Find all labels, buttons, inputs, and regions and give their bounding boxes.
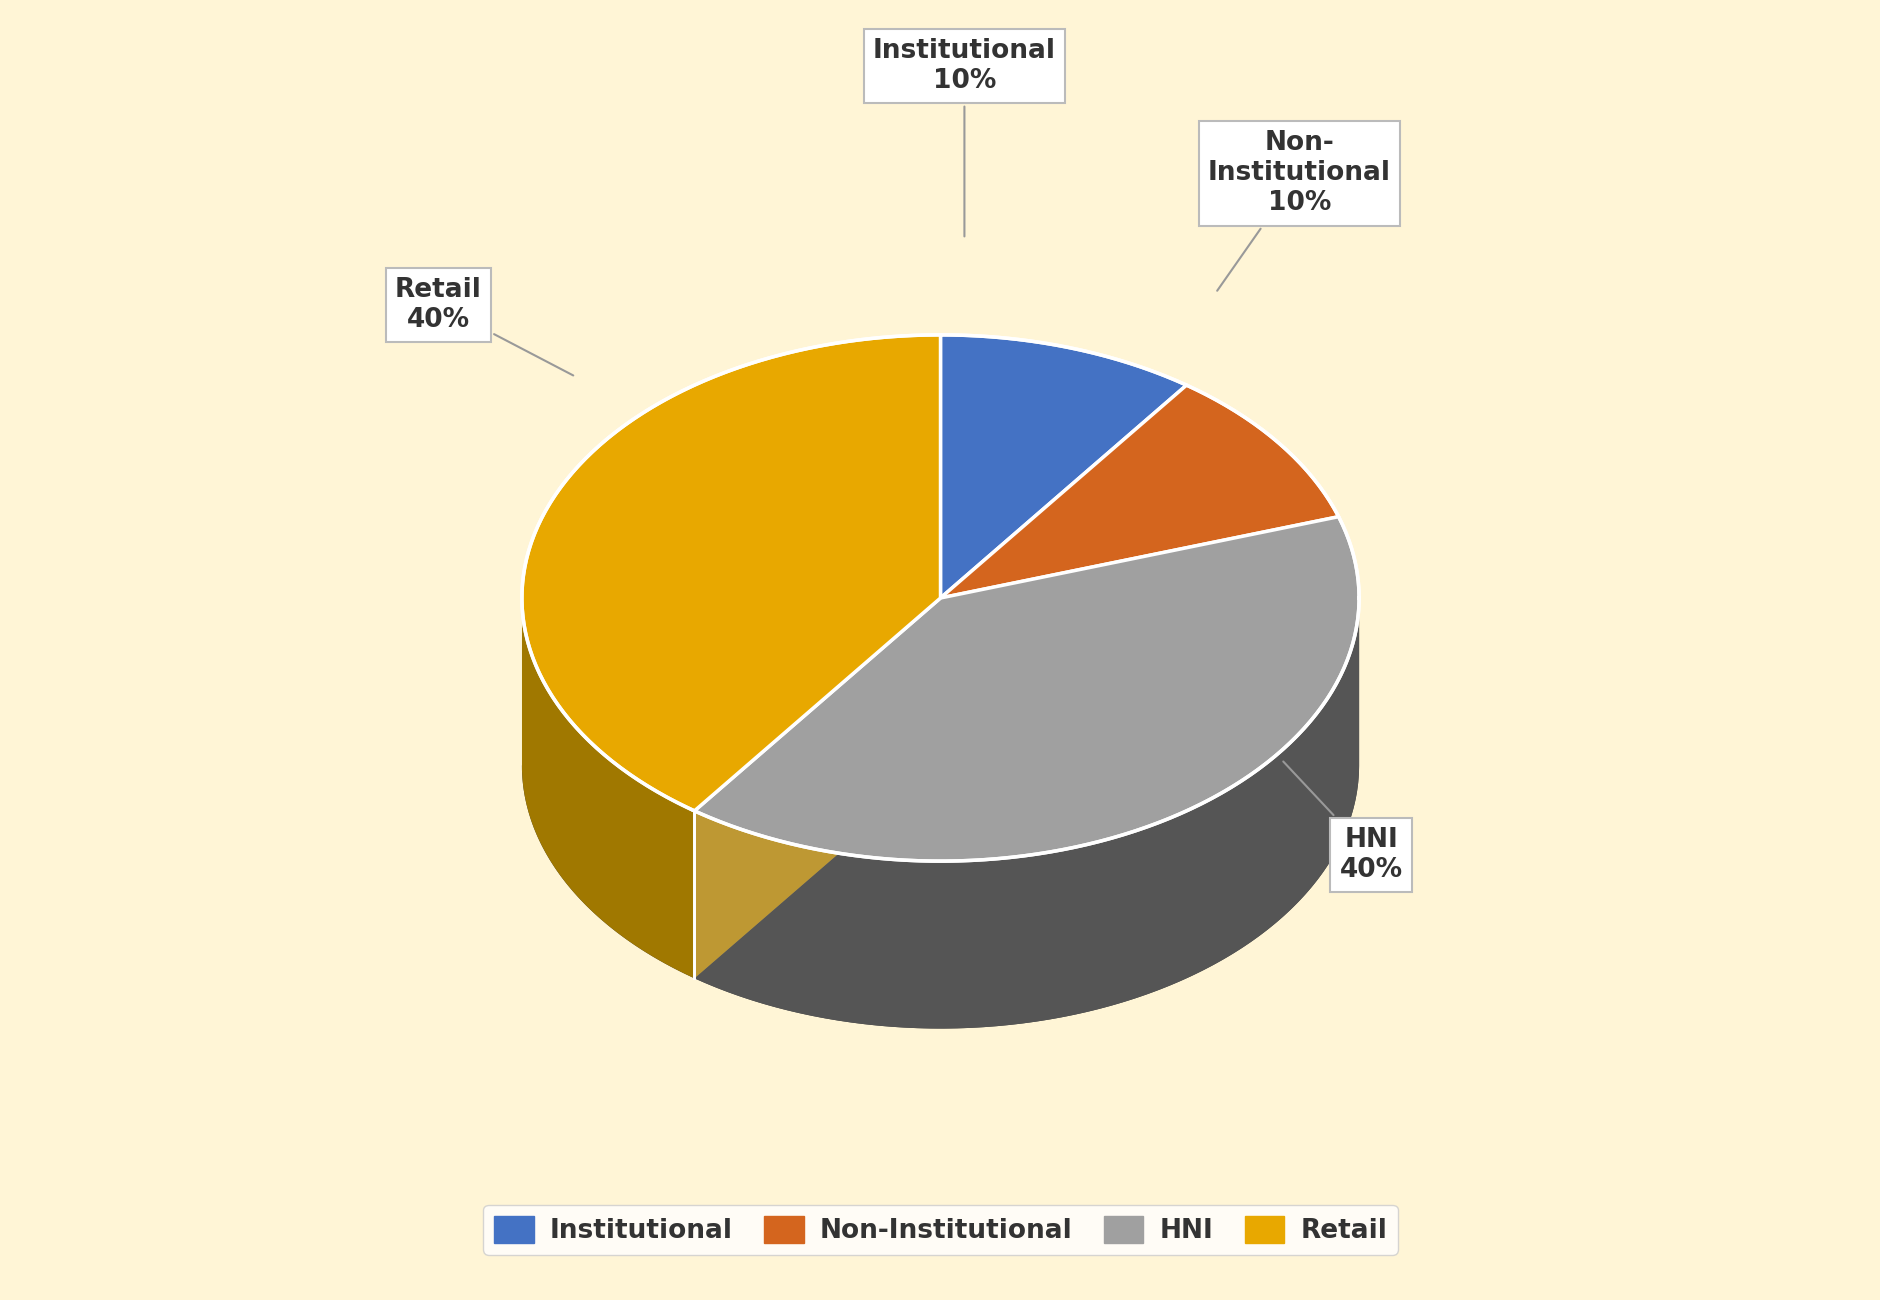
Polygon shape (521, 598, 1359, 1028)
Polygon shape (940, 385, 1339, 598)
Polygon shape (694, 598, 940, 979)
Polygon shape (523, 603, 694, 979)
Polygon shape (694, 598, 940, 979)
Polygon shape (940, 335, 1186, 598)
Polygon shape (694, 516, 1359, 861)
Text: Institutional
10%: Institutional 10% (872, 38, 1055, 237)
Text: Retail
40%: Retail 40% (395, 277, 573, 376)
Legend: Institutional, Non-Institutional, HNI, Retail: Institutional, Non-Institutional, HNI, R… (483, 1205, 1397, 1254)
Polygon shape (521, 335, 940, 811)
Text: Non-
Institutional
10%: Non- Institutional 10% (1207, 130, 1389, 291)
Polygon shape (694, 599, 1359, 1028)
Text: HNI
40%: HNI 40% (1282, 762, 1402, 883)
